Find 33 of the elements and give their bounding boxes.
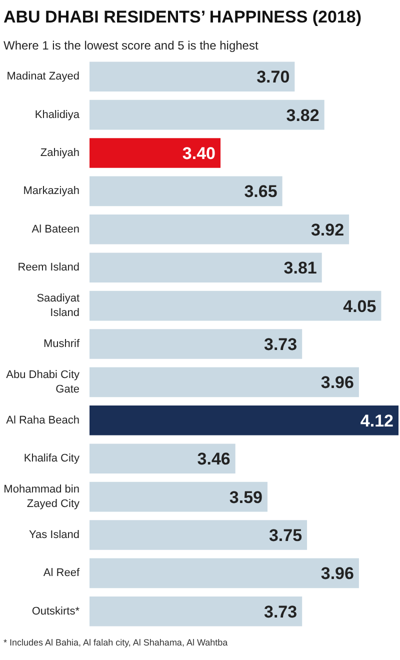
y-tick-label: Yas Island xyxy=(28,529,80,541)
data-label: 3.96 xyxy=(320,564,354,584)
chart-subtitle: Where 1 is the lowest score and 5 is the highest xyxy=(4,38,259,52)
y-tick-label: Al Bateen xyxy=(32,223,80,236)
y-tick-label: Markaziyah xyxy=(23,185,80,198)
data-label: 4.12 xyxy=(360,411,394,430)
y-tick-label: Mohammad bin Zayed City xyxy=(4,484,80,510)
y-tick-label: Mushrif xyxy=(43,338,80,350)
y-tick-label: Outskirts* xyxy=(32,605,80,618)
y-tick-label: Al Reef xyxy=(43,567,80,580)
data-label: 3.59 xyxy=(229,488,262,507)
data-label: 3.65 xyxy=(244,182,278,202)
data-label: 3.70 xyxy=(256,68,290,87)
data-label: 3.40 xyxy=(182,144,216,163)
text: * Includes Al Bahia, Al falah city, Al Shahama, Al Wahtba xyxy=(4,638,228,648)
chart-title: ABU DHABI RESIDENTS’ HAPPINESS (2018) xyxy=(4,8,362,26)
y-tick-label: Abu Dhabi City Gate xyxy=(6,369,80,396)
data-label: 4.05 xyxy=(343,296,376,316)
data-label: 3.82 xyxy=(286,106,320,125)
data-label: 3.96 xyxy=(320,373,354,392)
data-label: 3.81 xyxy=(284,258,317,278)
data-label: 3.73 xyxy=(264,335,298,354)
y-tick-label: Khalifa City xyxy=(24,452,80,465)
y-tick-label: Saadiyat Island xyxy=(36,292,80,319)
y-tick-label: Zahiyah xyxy=(40,147,80,159)
y-tick-label: Khalidiya xyxy=(34,108,80,121)
y-tick-label: Madinat Zayed xyxy=(6,70,80,83)
data-label: 3.92 xyxy=(310,220,344,240)
data-label: 3.73 xyxy=(264,602,298,622)
y-tick-label: Reem Island xyxy=(18,262,80,274)
data-label: 3.75 xyxy=(268,526,302,545)
data-label: 3.46 xyxy=(197,450,230,469)
y-tick-label: Al Raha Beach xyxy=(6,414,80,426)
